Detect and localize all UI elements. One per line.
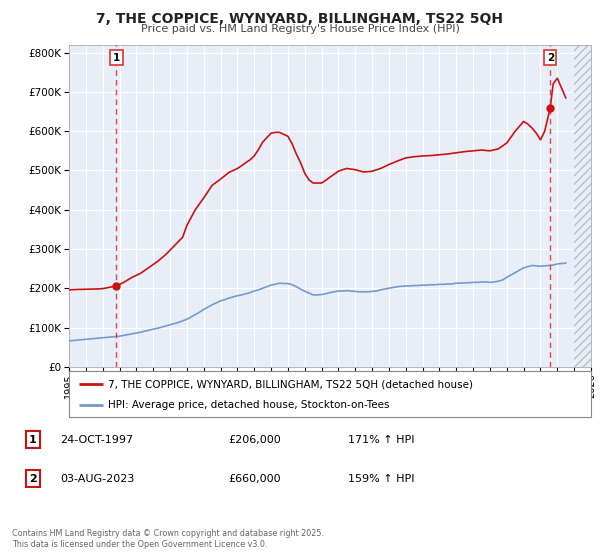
Text: 24-OCT-1997: 24-OCT-1997 bbox=[60, 435, 133, 445]
Text: £660,000: £660,000 bbox=[228, 474, 281, 484]
Text: 2: 2 bbox=[547, 53, 554, 63]
Text: £206,000: £206,000 bbox=[228, 435, 281, 445]
Text: 159% ↑ HPI: 159% ↑ HPI bbox=[348, 474, 415, 484]
Bar bbox=[574, 45, 591, 367]
Text: 2: 2 bbox=[29, 474, 37, 484]
Text: Contains HM Land Registry data © Crown copyright and database right 2025.
This d: Contains HM Land Registry data © Crown c… bbox=[12, 529, 324, 549]
Text: 1: 1 bbox=[113, 53, 120, 63]
Text: Price paid vs. HM Land Registry's House Price Index (HPI): Price paid vs. HM Land Registry's House … bbox=[140, 24, 460, 34]
Text: 7, THE COPPICE, WYNYARD, BILLINGHAM, TS22 5QH (detached house): 7, THE COPPICE, WYNYARD, BILLINGHAM, TS2… bbox=[108, 379, 473, 389]
Text: 7, THE COPPICE, WYNYARD, BILLINGHAM, TS22 5QH: 7, THE COPPICE, WYNYARD, BILLINGHAM, TS2… bbox=[97, 12, 503, 26]
Text: HPI: Average price, detached house, Stockton-on-Tees: HPI: Average price, detached house, Stoc… bbox=[108, 400, 389, 410]
Text: 03-AUG-2023: 03-AUG-2023 bbox=[60, 474, 134, 484]
Text: 1: 1 bbox=[29, 435, 37, 445]
Text: 171% ↑ HPI: 171% ↑ HPI bbox=[348, 435, 415, 445]
